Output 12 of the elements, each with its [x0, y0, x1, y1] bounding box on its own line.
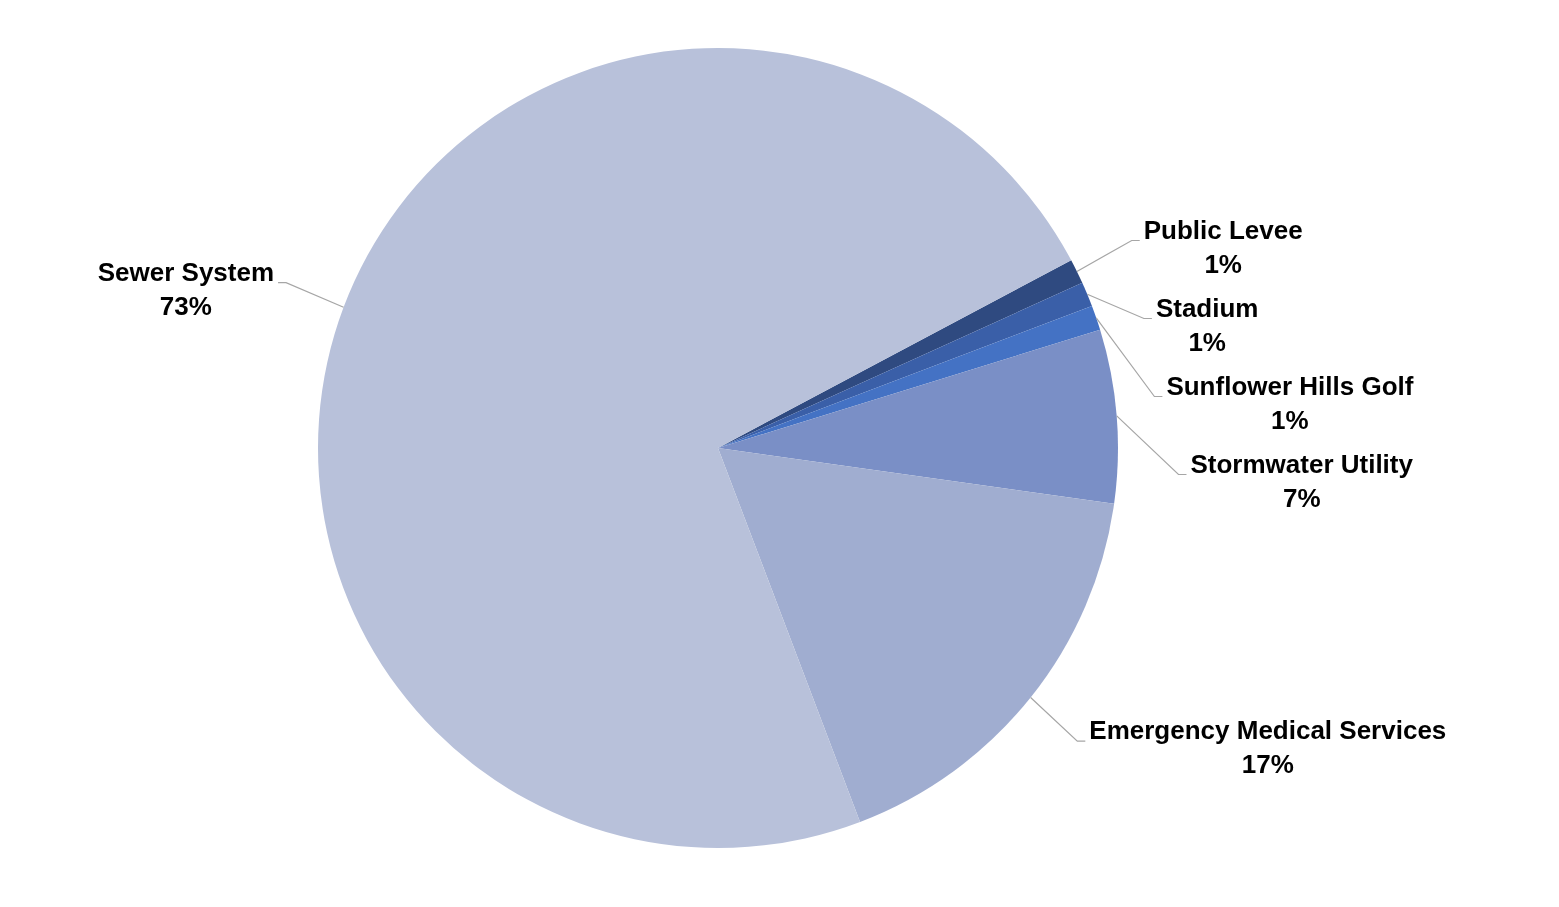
slice-label: Public Levee: [1143, 214, 1303, 245]
data-label: 7%: [1282, 482, 1321, 513]
slice-label: Stormwater Utility: [1190, 448, 1414, 479]
slice-label: Sewer System: [97, 256, 275, 287]
data-label: 1%: [1204, 248, 1242, 279]
data-label: 73%: [159, 290, 212, 321]
slice-label: Emergency Medical Services: [1089, 715, 1447, 746]
data-label: 17%: [1241, 749, 1294, 780]
slice-label: Stadium: [1155, 292, 1259, 323]
data-label: 1%: [1188, 326, 1226, 357]
data-label: 1%: [1271, 404, 1309, 435]
slice-label: Sunflower Hills Golf: [1166, 370, 1414, 401]
